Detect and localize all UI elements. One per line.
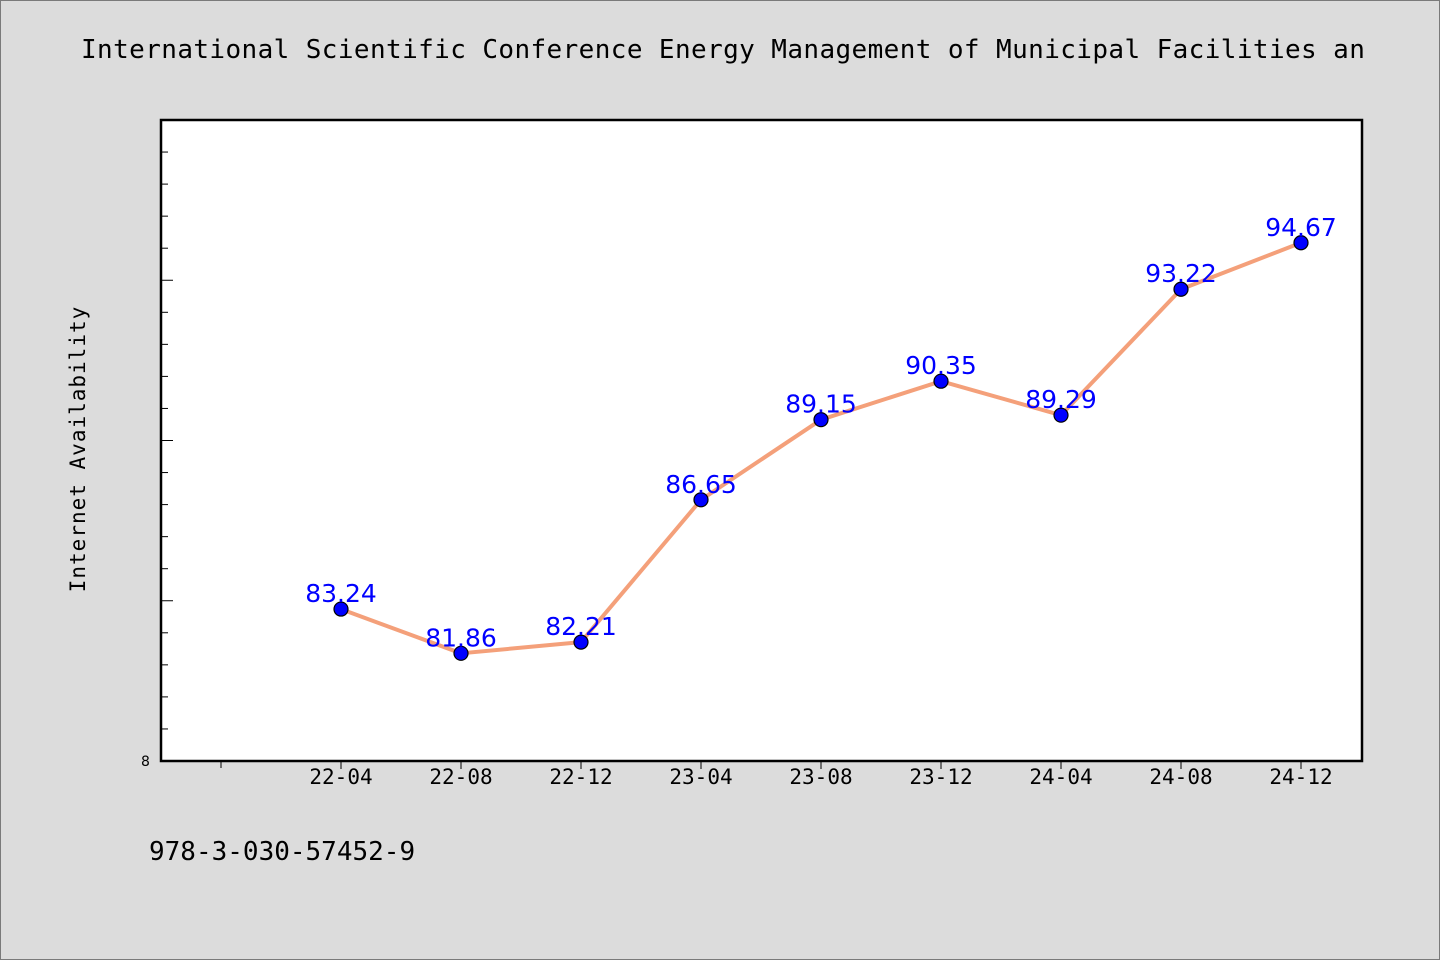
data-label-23-08: 89.15 <box>785 390 857 419</box>
point-24-04 <box>1053 407 1069 423</box>
x-tick-label-23-04: 23-04 <box>669 765 732 789</box>
markers-group <box>333 235 1309 661</box>
x-tick-label-24-12: 24-12 <box>1269 765 1332 789</box>
point-22-04 <box>333 601 349 617</box>
y-axis-ticks <box>161 151 173 730</box>
data-label-22-08: 81.86 <box>425 623 497 652</box>
chart-title: International Scientific Conference Ener… <box>81 35 1366 65</box>
point-22-12 <box>573 634 589 650</box>
data-label-22-04: 83.24 <box>305 579 377 608</box>
data-label-24-12: 94.67 <box>1265 213 1337 242</box>
data-label-24-08: 93.22 <box>1145 259 1217 288</box>
x-axis-ticks: 22-04 22-08 22-12 23-04 23-08 23-12 24-04 24-08… <box>220 761 1333 789</box>
x-tick-label-24-08: 24-08 <box>1149 765 1212 789</box>
point-24-08 <box>1173 281 1189 297</box>
point-23-08 <box>813 412 829 428</box>
point-24-12 <box>1293 235 1309 251</box>
x-tick-label-23-08: 23-08 <box>789 765 852 789</box>
point-23-04 <box>693 492 709 508</box>
data-label-24-04: 89.29 <box>1025 385 1097 414</box>
point-23-12 <box>933 373 949 389</box>
data-labels-group: 83.24 81.86 82.21 86.65 89.15 90.35 89.29 93.22… <box>305 213 1337 653</box>
x-tick-label-22-08: 22-08 <box>429 765 492 789</box>
x-tick-label-23-12: 23-12 <box>909 765 972 789</box>
x-tick-label-22-12: 22-12 <box>549 765 612 789</box>
data-label-22-12: 82.21 <box>545 612 617 641</box>
data-label-23-04: 86.65 <box>665 470 737 499</box>
point-22-08 <box>453 645 469 661</box>
plot-area <box>159 118 1364 763</box>
y-tick-label: 8 <box>141 754 150 770</box>
x-tick-label-22-04: 22-04 <box>309 765 372 789</box>
x-tick-label-24-04: 24-04 <box>1029 765 1092 789</box>
data-label-23-12: 90.35 <box>905 351 977 380</box>
isbn-text: 978-3-030-57452-9 <box>149 837 416 867</box>
